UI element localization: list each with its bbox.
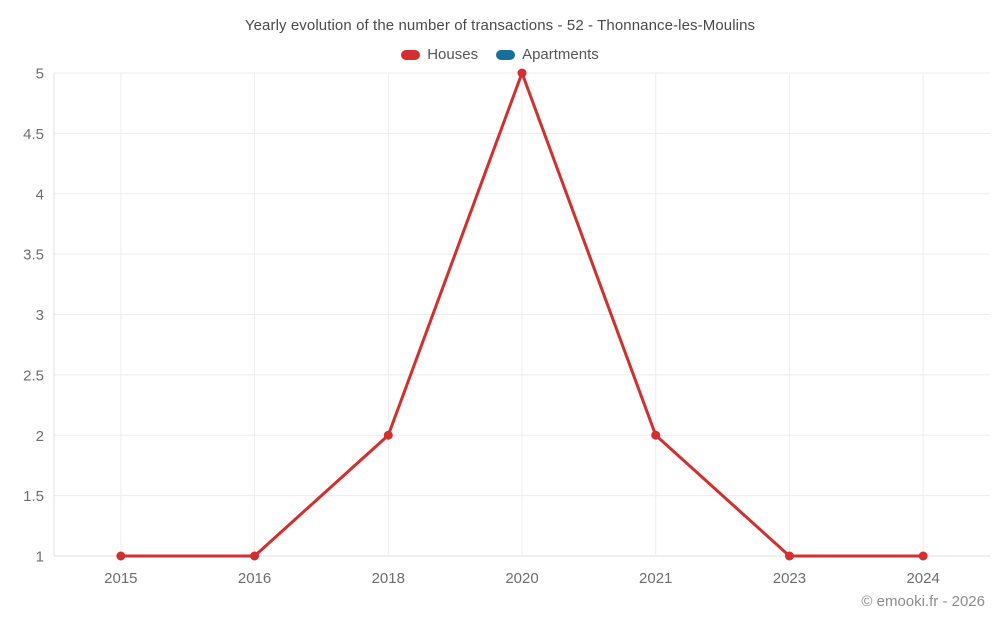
houses-legend-swatch-icon <box>401 49 421 60</box>
x-tick-label: 2023 <box>773 570 806 587</box>
x-tick-label: 2015 <box>104 570 137 587</box>
houses-data-point[interactable] <box>784 551 794 561</box>
x-tick-label: 2016 <box>238 570 271 587</box>
houses-data-point[interactable] <box>517 68 527 78</box>
houses-data-point[interactable] <box>383 430 393 440</box>
houses-data-point[interactable] <box>918 551 928 561</box>
y-tick-label: 4.5 <box>23 126 44 143</box>
y-tick-label: 2 <box>36 428 44 445</box>
copyright-credit: © emooki.fr - 2026 <box>861 593 985 610</box>
houses-legend-label: Houses <box>427 46 479 63</box>
houses-data-point[interactable] <box>651 430 661 440</box>
y-tick-label: 1 <box>36 549 44 566</box>
x-tick-label: 2020 <box>505 570 538 587</box>
apartments-legend-swatch-icon <box>496 49 516 60</box>
houses-data-point[interactable] <box>250 551 260 561</box>
houses-data-point[interactable] <box>116 551 126 561</box>
legend-item-houses[interactable]: Houses <box>401 46 478 63</box>
chart-title: Yearly evolution of the number of transa… <box>244 17 756 34</box>
legend-item-apartments[interactable]: Apartments <box>496 46 599 63</box>
y-tick-label: 2.5 <box>23 367 44 384</box>
x-tick-label: 2018 <box>372 570 405 587</box>
y-tick-label: 1.5 <box>23 488 44 505</box>
y-tick-label: 5 <box>36 66 44 83</box>
x-tick-label: 2024 <box>906 570 939 587</box>
chart-legend: Houses Apartments <box>0 46 1000 63</box>
y-tick-label: 4 <box>36 186 44 203</box>
x-tick-label: 2021 <box>639 570 672 587</box>
apartments-legend-label: Apartments <box>522 46 599 63</box>
y-tick-label: 3 <box>36 307 44 324</box>
y-tick-label: 3.5 <box>23 247 44 264</box>
